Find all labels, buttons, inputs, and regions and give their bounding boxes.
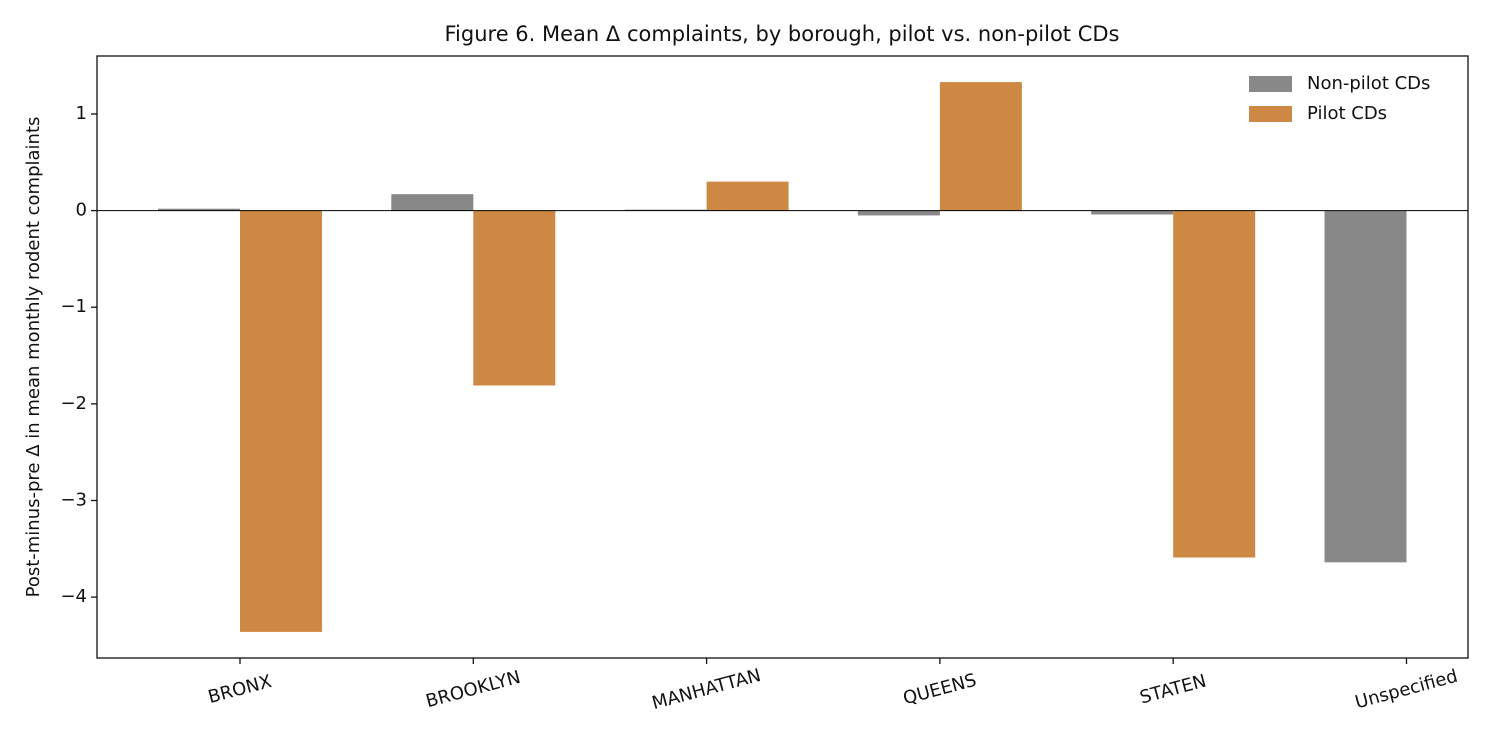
x-tick-label: STATEN [1138,671,1209,709]
y-tick-label: 0 [76,200,87,221]
plot-frame [96,55,1469,659]
x-tick-label: BRONX [206,671,274,708]
bar [1324,210,1407,563]
bar [706,181,789,211]
y-tick-label: −4 [60,586,87,607]
x-tick-label: Unspecified [1353,666,1460,714]
bar [158,208,240,211]
x-tick-label: MANHATTAN [650,665,763,714]
bar [857,210,940,216]
legend-label: Pilot CDs [1307,103,1387,124]
y-tick-label: −3 [60,489,87,510]
legend-swatch [1249,106,1292,122]
legend-label: Non-pilot CDs [1307,73,1430,94]
y-tick-label: −1 [60,296,87,317]
legend-swatch [1249,76,1292,92]
bar [939,82,1022,211]
x-tick-label: BROOKLYN [424,667,523,712]
bar [473,210,556,386]
bar [240,210,322,632]
bar [1091,210,1174,215]
y-axis-label: Post-minus-pre Δ in mean monthly rodent … [23,117,44,598]
y-tick-label: 1 [76,103,87,124]
chart-title: Figure 6. Mean Δ complaints, by borough,… [445,22,1120,46]
bar [391,194,474,211]
y-tick-label: −2 [60,393,87,414]
bar [1173,210,1256,558]
x-tick-label: QUEENS [901,670,979,710]
